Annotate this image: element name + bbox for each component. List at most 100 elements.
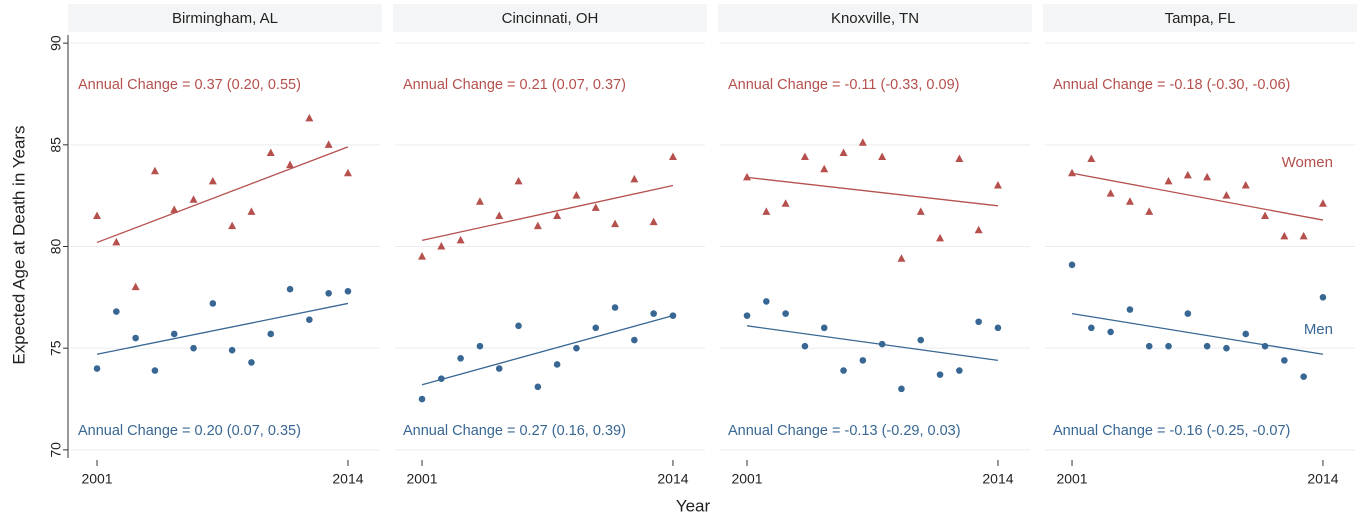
men-point: [1319, 294, 1327, 301]
men-point: [209, 300, 217, 307]
women-point: [611, 219, 620, 228]
men-point: [898, 385, 905, 393]
y-tick-label: 85: [48, 137, 64, 153]
men-point: [457, 355, 464, 362]
series-label: Men: [1304, 321, 1333, 338]
women-point: [1164, 176, 1173, 185]
men-point: [975, 318, 982, 326]
men-point: [1281, 357, 1288, 364]
trend-line: [746, 325, 999, 362]
men-point: [93, 365, 101, 372]
y-tick-label: 80: [48, 239, 64, 255]
women-point: [781, 199, 790, 207]
women-point: [324, 140, 333, 148]
women-point: [858, 138, 867, 146]
series-label: Women: [1282, 154, 1333, 171]
women-point: [1222, 191, 1231, 199]
men-point: [936, 371, 944, 378]
men-point: [476, 342, 484, 350]
men-point: [1145, 342, 1153, 350]
panel-header: [68, 4, 382, 32]
men-point: [994, 324, 1002, 332]
panel-header: [393, 4, 707, 32]
women-point: [1087, 154, 1096, 163]
women-point: [189, 195, 198, 203]
x-axis-label: Year: [676, 496, 711, 515]
trend-line: [1071, 172, 1324, 221]
women-point: [1299, 231, 1308, 240]
panel-header: [718, 4, 1032, 32]
trend-line: [421, 184, 674, 242]
men-point: [344, 287, 352, 295]
women-point: [1203, 172, 1212, 181]
men-point: [190, 344, 197, 352]
men-point: [553, 361, 561, 368]
women-point: [343, 168, 352, 177]
annotation: Annual Change = 0.37 (0.20, 0.55): [78, 77, 301, 93]
women-point: [591, 203, 600, 211]
x-tick-label: 2001: [1056, 471, 1087, 487]
x-tick-label: 2014: [657, 471, 688, 487]
annotation: Annual Change = 0.20 (0.07, 0.35): [78, 423, 301, 439]
x-tick-label: 2014: [1307, 471, 1338, 487]
annotation: Annual Change = 0.21 (0.07, 0.37): [403, 77, 626, 93]
men-point: [151, 367, 159, 374]
panel-header: [1043, 4, 1357, 32]
men-point: [650, 310, 657, 317]
men-point: [859, 357, 867, 364]
men-point: [801, 342, 809, 350]
panel-title: Knoxville, TN: [831, 10, 919, 27]
women-point: [1261, 211, 1270, 219]
men-point: [1107, 328, 1114, 336]
women-point: [993, 180, 1002, 189]
men-point: [515, 322, 522, 330]
men-point: [592, 324, 600, 332]
women-point: [762, 207, 771, 215]
trend-line: [1071, 312, 1324, 355]
y-tick-label: 90: [48, 35, 64, 51]
x-tick-label: 2014: [982, 471, 1013, 487]
women-point: [839, 148, 848, 156]
women-point: [456, 235, 465, 244]
annotation: Annual Change = -0.16 (-0.25, -0.07): [1053, 423, 1290, 439]
women-point: [1241, 180, 1250, 189]
men-point: [113, 308, 120, 315]
women-point: [131, 282, 140, 291]
panel-title: Cincinnati, OH: [502, 10, 599, 27]
men-point: [267, 330, 275, 338]
men-point: [782, 310, 789, 317]
women-point: [1280, 231, 1289, 240]
trend-line: [421, 315, 674, 386]
men-point: [631, 336, 638, 344]
y-tick-label: 70: [48, 442, 64, 458]
men-point: [1126, 306, 1134, 313]
women-point: [514, 176, 523, 185]
trend-line: [746, 176, 999, 207]
men-point: [1184, 310, 1192, 317]
trend-line: [96, 302, 349, 355]
women-point: [1125, 197, 1134, 205]
men-point: [495, 365, 503, 372]
women-point: [630, 174, 639, 183]
y-axis-label: Expected Age at Death in Years: [9, 125, 28, 364]
men-point: [286, 285, 294, 293]
trend-line: [96, 146, 349, 244]
women-point: [936, 233, 945, 242]
annotation: Annual Change = -0.13 (-0.29, 0.03): [728, 423, 961, 439]
men-point: [840, 367, 847, 374]
annotation: Annual Change = 0.27 (0.16, 0.39): [403, 423, 626, 439]
women-point: [668, 152, 677, 161]
men-point: [228, 346, 236, 354]
women-point: [1145, 207, 1154, 215]
y-tick-label: 75: [48, 340, 64, 356]
men-point: [1300, 373, 1307, 380]
women-point: [437, 242, 446, 250]
men-point: [1203, 342, 1211, 350]
men-point: [1261, 342, 1269, 350]
men-point: [306, 316, 313, 324]
men-point: [611, 304, 619, 311]
annotation: Annual Change = -0.18 (-0.30, -0.06): [1053, 77, 1290, 93]
women-point: [418, 252, 427, 260]
panel-title: Tampa, FL: [1165, 10, 1236, 27]
